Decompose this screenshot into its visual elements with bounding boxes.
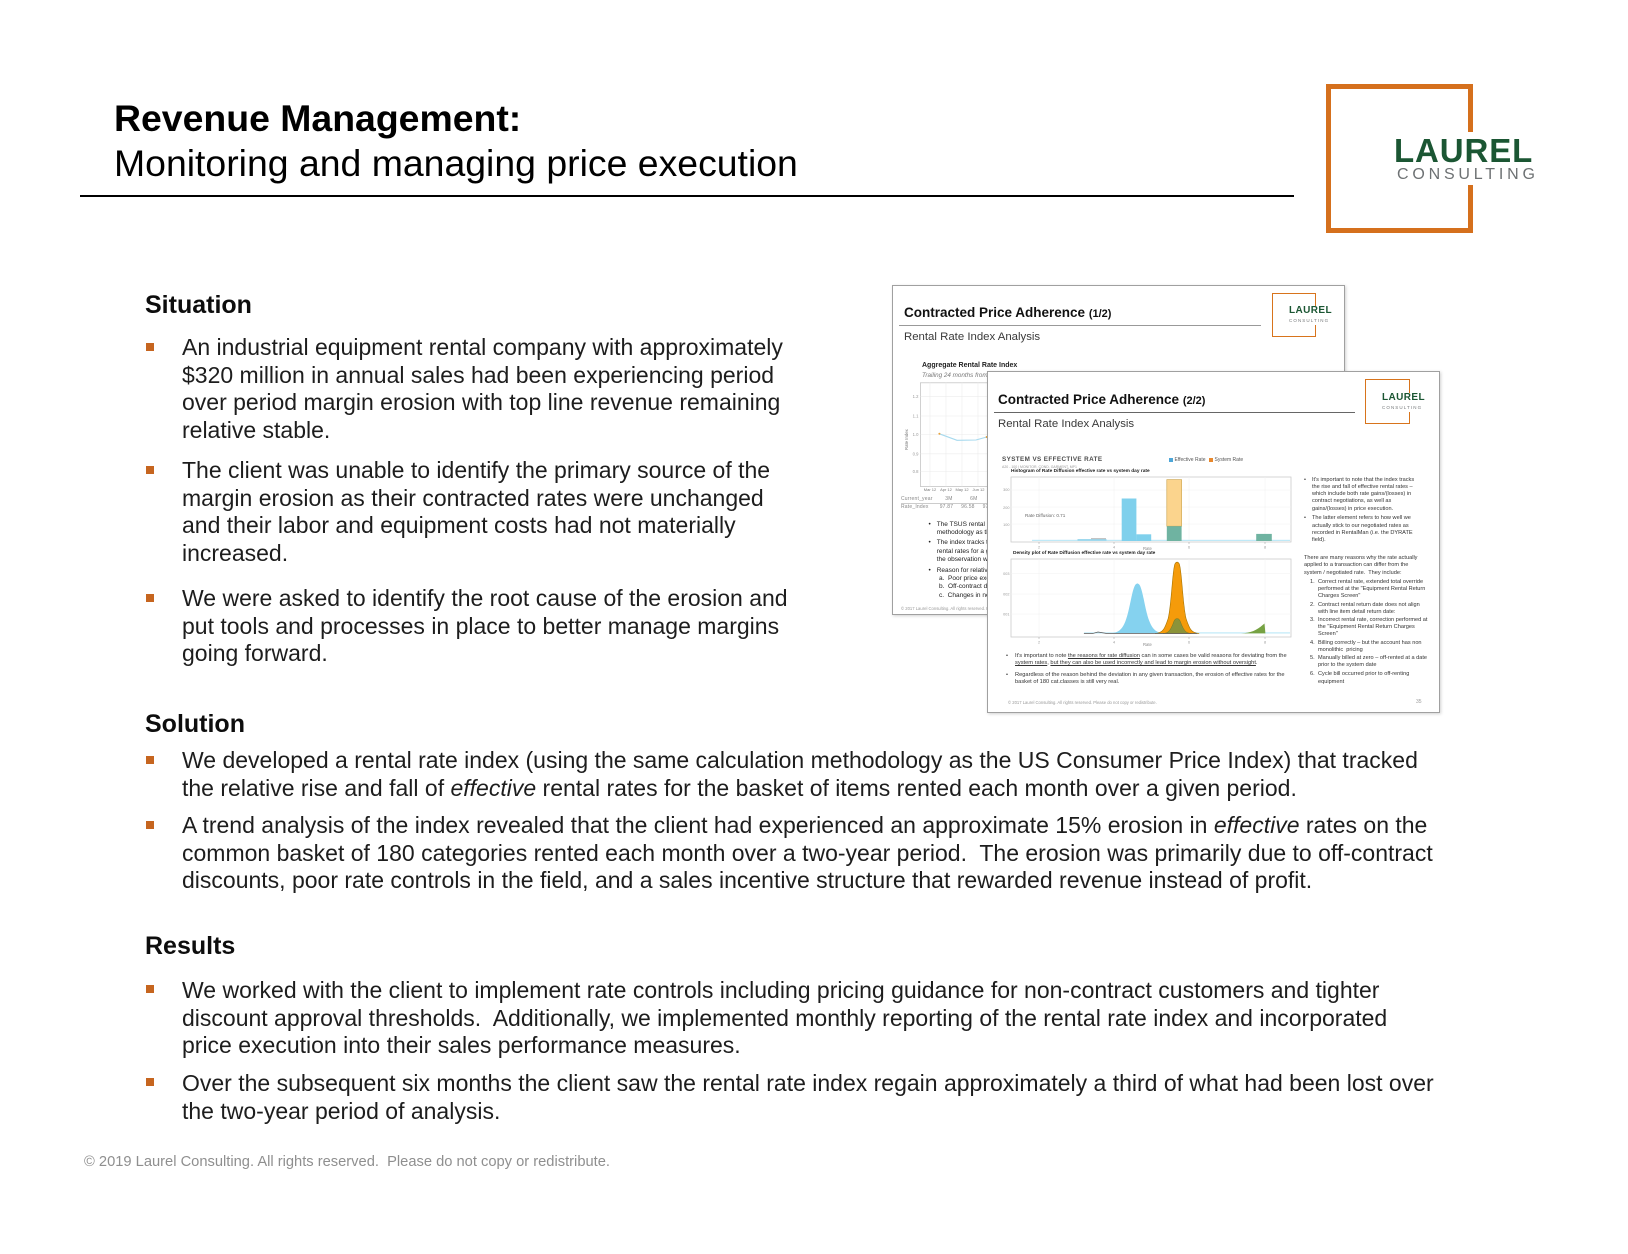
svg-text:2: 2 xyxy=(1038,641,1040,645)
svg-text:.002: .002 xyxy=(1003,593,1010,597)
svg-text:300: 300 xyxy=(1003,488,1009,492)
svg-text:Rate Index: Rate Index xyxy=(904,428,909,450)
svg-text:1.0: 1.0 xyxy=(913,432,919,437)
svg-text:0.8: 0.8 xyxy=(913,469,919,474)
svg-text:8: 8 xyxy=(1264,546,1266,550)
svg-text:6: 6 xyxy=(1188,546,1190,550)
svg-text:100: 100 xyxy=(1003,523,1009,527)
svg-text:Jun 12: Jun 12 xyxy=(972,487,985,492)
svg-text:8: 8 xyxy=(1264,641,1266,645)
svg-text:4: 4 xyxy=(1113,546,1115,550)
svg-text:1.1: 1.1 xyxy=(913,414,919,419)
svg-text:Rate Diffusion: 0.71: Rate Diffusion: 0.71 xyxy=(1025,513,1066,518)
svg-text:.003: .003 xyxy=(1003,572,1010,576)
svg-text:Mar 12: Mar 12 xyxy=(924,487,937,492)
svg-text:Apr 12: Apr 12 xyxy=(940,487,953,492)
svg-text:1.2: 1.2 xyxy=(913,394,919,399)
svg-text:200: 200 xyxy=(1003,506,1009,510)
svg-text:4: 4 xyxy=(1113,641,1115,645)
svg-text:2: 2 xyxy=(1038,546,1040,550)
svg-text:May 12: May 12 xyxy=(955,487,969,492)
svg-text:6: 6 xyxy=(1188,641,1190,645)
svg-text:0.9: 0.9 xyxy=(913,451,919,456)
svg-text:.001: .001 xyxy=(1003,613,1010,617)
